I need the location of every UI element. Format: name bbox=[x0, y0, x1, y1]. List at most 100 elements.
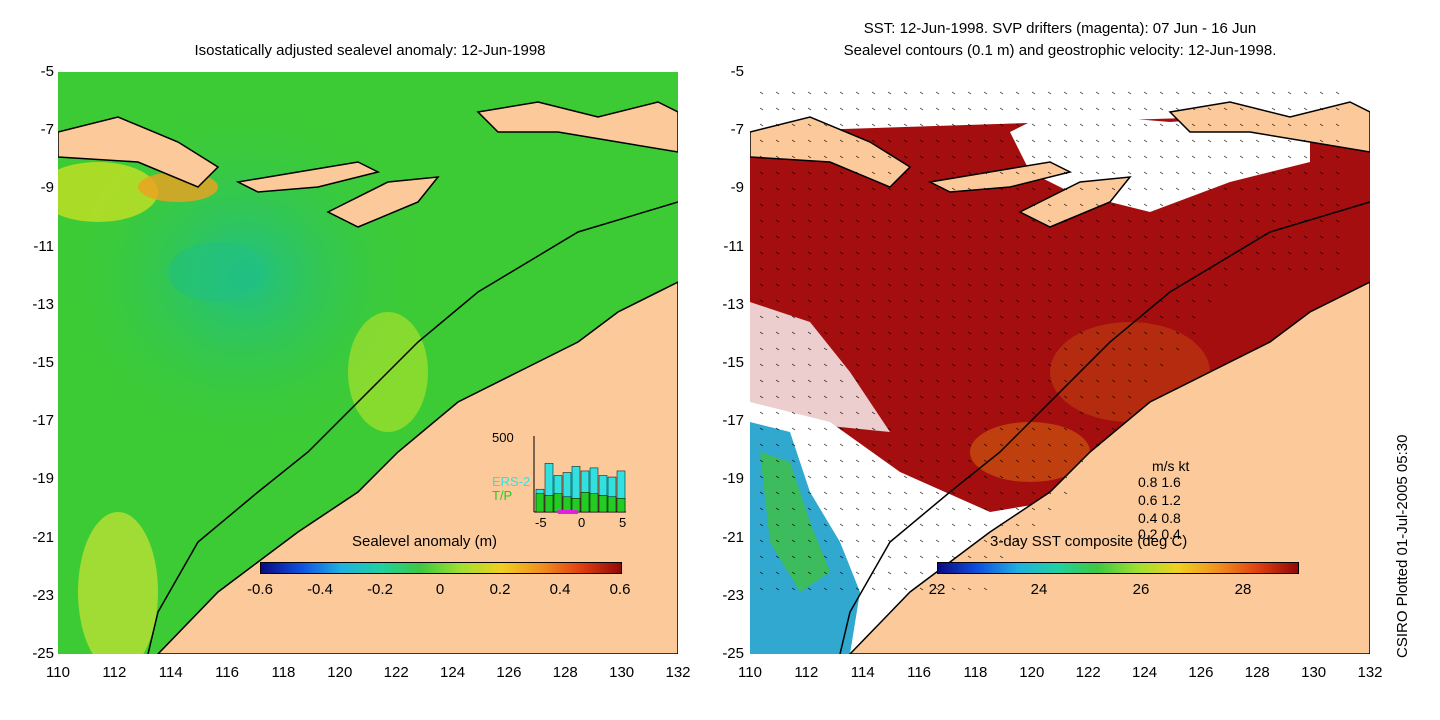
velocity-arrow bbox=[935, 171, 940, 175]
velocity-arrow bbox=[1175, 251, 1180, 255]
velocity-arrow bbox=[1095, 299, 1100, 303]
velocity-arrow bbox=[903, 107, 908, 111]
velocity-arrow bbox=[775, 107, 780, 111]
velocity-arrow bbox=[919, 139, 924, 143]
velocity-arrow bbox=[871, 411, 876, 415]
velocity-arrow bbox=[1335, 219, 1340, 223]
left-colorbar-tick: 0 bbox=[435, 581, 445, 598]
velocity-arrow bbox=[999, 235, 1004, 239]
velocity-arrow bbox=[1111, 123, 1116, 127]
velocity-arrow bbox=[807, 475, 812, 479]
velocity-arrow bbox=[1239, 91, 1244, 95]
velocity-arrow bbox=[967, 299, 972, 303]
velocity-arrow bbox=[919, 587, 924, 591]
velocity-arrow bbox=[791, 267, 796, 271]
velocity-arrow bbox=[1159, 235, 1164, 239]
velocity-arrow bbox=[807, 235, 812, 239]
velocity-arrow bbox=[1175, 203, 1180, 207]
velocity-arrow bbox=[967, 91, 972, 95]
velocity-arrow bbox=[791, 331, 796, 335]
velocity-arrow bbox=[839, 523, 844, 527]
velocity-arrow bbox=[823, 555, 828, 559]
velocity-arrow bbox=[967, 555, 972, 559]
velocity-arrow bbox=[903, 219, 908, 223]
velocity-arrow bbox=[1015, 475, 1020, 479]
velocity-arrow bbox=[967, 139, 972, 143]
velocity-arrow bbox=[935, 139, 940, 143]
velocity-arrow bbox=[983, 363, 988, 367]
velocity-arrow bbox=[919, 379, 924, 383]
left-xtick: 124 bbox=[440, 664, 466, 681]
velocity-arrow bbox=[1031, 219, 1036, 223]
velocity-arrow bbox=[1175, 139, 1180, 143]
velocity-arrow bbox=[775, 411, 780, 415]
velocity-arrow bbox=[839, 427, 844, 431]
velocity-arrow bbox=[935, 411, 940, 415]
left-colorbar-tick: -0.6 bbox=[247, 581, 273, 598]
velocity-arrow bbox=[1143, 203, 1148, 207]
velocity-arrow bbox=[903, 459, 908, 463]
velocity-arrow bbox=[1175, 283, 1180, 287]
velocity-arrow bbox=[999, 427, 1004, 431]
velocity-arrow bbox=[1191, 283, 1196, 287]
velocity-arrow bbox=[983, 187, 988, 191]
velocity-arrow bbox=[935, 267, 940, 271]
velocity-arrow bbox=[951, 443, 956, 447]
velocity-arrow bbox=[1303, 187, 1308, 191]
velocity-arrow bbox=[903, 347, 908, 351]
velocity-arrow bbox=[807, 395, 812, 399]
velocity-arrow bbox=[855, 203, 860, 207]
velocity-arrow bbox=[951, 155, 956, 159]
velocity-arrow bbox=[1255, 123, 1260, 127]
velocity-arrow bbox=[1127, 219, 1132, 223]
velocity-arrow bbox=[775, 219, 780, 223]
velocity-arrow bbox=[1303, 107, 1308, 111]
velocity-arrow bbox=[1079, 267, 1084, 271]
velocity-arrow bbox=[1143, 171, 1148, 175]
velocity-arrow bbox=[983, 91, 988, 95]
velocity-arrow bbox=[1127, 315, 1132, 319]
velocity-arrow bbox=[1191, 203, 1196, 207]
velocity-arrow bbox=[759, 155, 764, 159]
velocity-arrow bbox=[935, 283, 940, 287]
velocity-arrow bbox=[1095, 203, 1100, 207]
velocity-arrow bbox=[1335, 155, 1340, 159]
left-ytick: -23 bbox=[32, 586, 54, 604]
velocity-arrow bbox=[823, 379, 828, 383]
velocity-arrow bbox=[871, 555, 876, 559]
velocity-arrow bbox=[1335, 235, 1340, 239]
left-xtick: 126 bbox=[496, 664, 522, 681]
velocity-arrow bbox=[967, 363, 972, 367]
velocity-arrow bbox=[1159, 187, 1164, 191]
velocity-arrow bbox=[1319, 203, 1324, 207]
velocity-arrow bbox=[823, 139, 828, 143]
velocity-arrow bbox=[935, 219, 940, 223]
velocity-arrow bbox=[759, 587, 764, 591]
velocity-arrow bbox=[903, 267, 908, 271]
velocity-arrow bbox=[807, 347, 812, 351]
velocity-arrow bbox=[791, 523, 796, 527]
velocity-arrow bbox=[1303, 139, 1308, 143]
velocity-arrow bbox=[1143, 299, 1148, 303]
velocity-arrow bbox=[1015, 395, 1020, 399]
velocity-arrow bbox=[935, 363, 940, 367]
velocity-arrow bbox=[919, 475, 924, 479]
velocity-arrow bbox=[871, 267, 876, 271]
velocity-arrow bbox=[967, 219, 972, 223]
velocity-arrow bbox=[1063, 347, 1068, 351]
velocity-arrow bbox=[871, 91, 876, 95]
velocity-arrow bbox=[951, 523, 956, 527]
velocity-arrow bbox=[1223, 171, 1228, 175]
velocity-arrow bbox=[1047, 379, 1052, 383]
velocity-arrow bbox=[1095, 91, 1100, 95]
velocity-arrow bbox=[759, 459, 764, 463]
velocity-arrow bbox=[871, 235, 876, 239]
velocity-arrow bbox=[935, 443, 940, 447]
velocity-arrow bbox=[871, 123, 876, 127]
left-xtick: 110 bbox=[46, 664, 70, 681]
tp-bar bbox=[535, 493, 545, 513]
velocity-arrow bbox=[823, 539, 828, 543]
right-xtick: 130 bbox=[1301, 664, 1327, 681]
velocity-arrow bbox=[775, 251, 780, 255]
inset-series-tp: T/P bbox=[492, 488, 513, 503]
